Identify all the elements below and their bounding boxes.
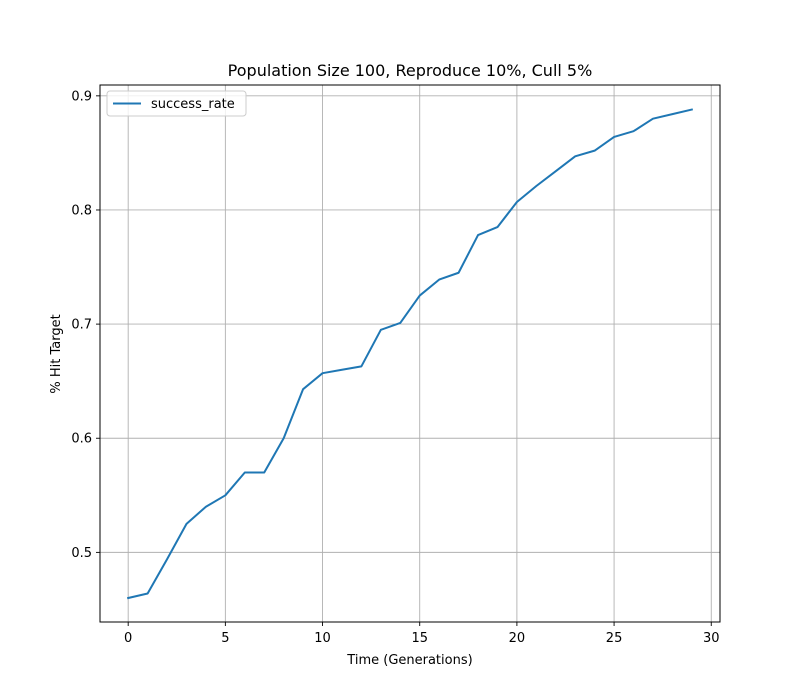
x-tick-label: 25: [606, 631, 623, 646]
y-tick-label: 0.5: [71, 546, 92, 561]
legend-box: [106, 90, 247, 117]
x-tick-label: 30: [703, 631, 720, 646]
series-line-success-rate: [126, 108, 694, 600]
x-tick-label: 0: [124, 631, 132, 646]
y-tick-label: 0.8: [71, 203, 92, 218]
x-tick-label: 20: [509, 631, 526, 646]
grid: [100, 85, 720, 622]
x-axis-label: Time (Generations): [346, 653, 472, 668]
x-axis-ticks: 0 5 10 15 20 25 30: [124, 622, 720, 646]
y-axis-label: % Hit Target: [49, 314, 64, 393]
y-tick-label: 0.6: [71, 432, 92, 447]
x-tick-label: 10: [314, 631, 331, 646]
plot-frame: [99, 84, 721, 623]
series-layer: [126, 108, 694, 600]
legend-label-success-rate: success_rate: [151, 97, 235, 112]
y-axis-ticks: 0.5 0.6 0.7 0.8 0.9: [71, 89, 100, 561]
y-tick-label: 0.7: [71, 318, 92, 333]
x-tick-label: 5: [221, 631, 229, 646]
y-tick-label: 0.9: [71, 89, 92, 104]
x-tick-label: 15: [411, 631, 428, 646]
chart-title: Population Size 100, Reproduce 10%, Cull…: [228, 61, 593, 80]
legend: success_rate: [106, 90, 247, 117]
